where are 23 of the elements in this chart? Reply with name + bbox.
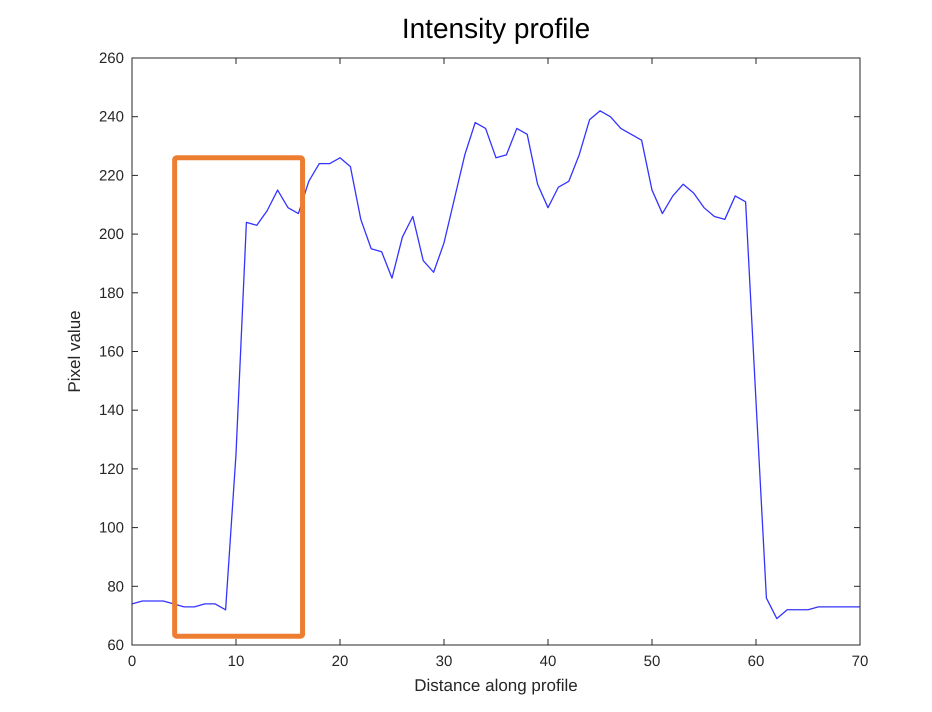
chart-title: Intensity profile (402, 13, 590, 44)
y-axis-title: Pixel value (65, 310, 84, 393)
y-tick-label: 220 (98, 167, 124, 184)
x-tick-label: 0 (128, 653, 136, 670)
x-tick-label: 60 (748, 653, 764, 670)
y-tick-label: 100 (98, 520, 124, 537)
x-tick-label: 40 (540, 653, 556, 670)
x-tick-label: 20 (332, 653, 348, 670)
y-tick-label: 180 (98, 284, 124, 302)
y-tick-label: 60 (107, 637, 124, 654)
y-tick-label: 160 (98, 344, 124, 360)
y-tick-label: 140 (98, 402, 124, 420)
x-axis-title: Distance along profile (414, 676, 578, 695)
y-tick-label: 200 (98, 226, 124, 244)
y-tick-label: 260 (98, 50, 124, 67)
x-tick-label: 10 (228, 653, 244, 670)
x-tick-label: 70 (852, 653, 868, 670)
y-tick-label: 120 (98, 460, 124, 478)
y-tick-label: 240 (98, 108, 124, 126)
x-tick-label: 50 (644, 653, 660, 670)
x-tick-label: 30 (436, 653, 452, 670)
line-series (132, 110, 860, 620)
y-tick-label: 80 (107, 578, 124, 596)
